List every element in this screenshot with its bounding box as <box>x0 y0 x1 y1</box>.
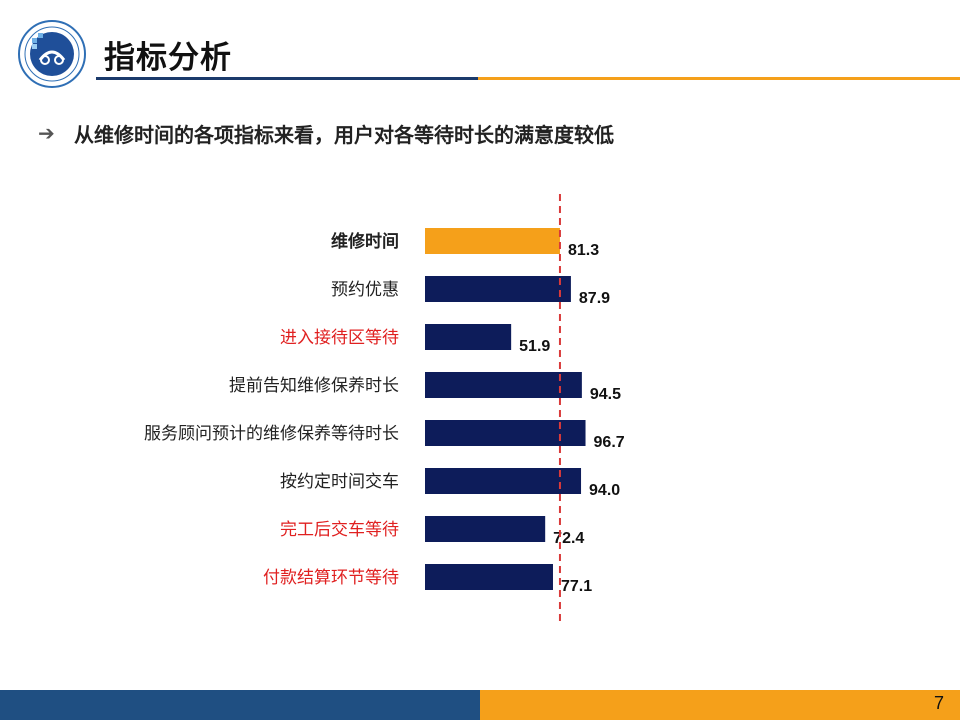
footer-bar-blue <box>0 690 480 720</box>
logo-emblem <box>18 20 86 88</box>
category-label: 提前告知维修保养时长 <box>229 376 399 396</box>
title-rule-orange <box>478 77 960 80</box>
slide-subtitle: 从维修时间的各项指标来看，用户对各等待时长的满意度较低 <box>74 123 614 147</box>
page-number: 7 <box>933 693 944 713</box>
category-label: 预约优惠 <box>331 280 399 300</box>
value-label: 94.5 <box>590 386 621 403</box>
value-label: 72.4 <box>553 530 584 547</box>
title-rule-blue <box>96 77 478 80</box>
value-label: 96.7 <box>594 434 625 451</box>
bar <box>425 516 546 542</box>
bar <box>425 324 512 350</box>
bar <box>425 564 553 590</box>
bar <box>425 420 586 446</box>
value-label: 77.1 <box>561 578 592 595</box>
footer-bar-orange <box>480 690 960 720</box>
bar <box>425 228 560 254</box>
category-label: 完工后交车等待 <box>280 520 399 540</box>
category-label: 服务顾问预计的维修保养等待时长 <box>144 424 399 444</box>
bar-chart: 维修时间 81.3 预约优惠 87.9 进入接待区等待 51.9 提前告知维修保养时长 94.… <box>144 194 625 624</box>
bar <box>425 276 571 302</box>
value-label: 87.9 <box>579 290 610 307</box>
page-title: 指标分析 <box>104 40 232 76</box>
value-label: 94.0 <box>589 482 620 499</box>
arrow-bullet-icon: ➔ <box>38 121 55 145</box>
category-label: 进入接待区等待 <box>280 328 399 348</box>
category-label: 维修时间 <box>331 231 399 252</box>
bar <box>425 468 582 494</box>
bar <box>425 372 582 398</box>
category-label: 付款结算环节等待 <box>263 568 399 588</box>
category-label: 按约定时间交车 <box>280 472 399 492</box>
value-label: 81.3 <box>568 242 599 259</box>
value-label: 51.9 <box>519 338 550 355</box>
